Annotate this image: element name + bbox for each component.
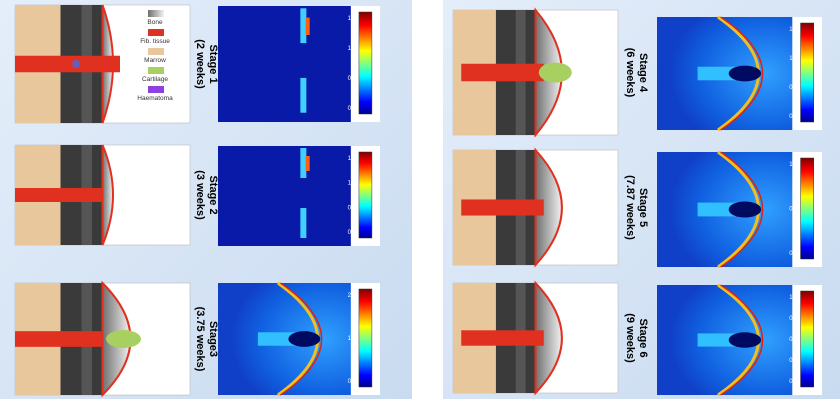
colorbar (800, 22, 814, 123)
fib-tissue (15, 55, 120, 73)
stage-panel: Stage 5(7.87 weeks) 1.2 0.8 0.4 (452, 147, 822, 269)
stage-panel: Bone Fib. tissue Marrow Cartilage Haematoma S… (14, 4, 380, 124)
heatmap (218, 146, 351, 246)
fib-tissue (461, 330, 544, 346)
colorbar-tick-label: 1.5 (348, 336, 357, 342)
heatmap-hot (300, 77, 307, 113)
stage-time: (7.87 weeks) (624, 175, 636, 240)
legend-swatch (148, 10, 164, 17)
fib-tissue (15, 331, 103, 347)
stage-time: (3 weeks) (194, 170, 206, 220)
colorbar-tick-label: 1.4 (348, 156, 357, 162)
heatmap-hot (300, 208, 307, 238)
fib-tissue (461, 199, 544, 216)
colorbar-tick-label: 0.4 (789, 114, 798, 120)
colorbar-tick-label: 0.6 (789, 337, 798, 343)
colorbar-tick-label: 0.6 (348, 76, 357, 82)
stage-name: Stage 1 (207, 44, 219, 83)
colorbar-tick-label: 1.0 (348, 46, 357, 52)
legend-swatch (148, 86, 164, 93)
stage-label: Stage 1(2 weeks) (194, 39, 219, 89)
stage-time: (6 weeks) (624, 48, 636, 98)
heatmap (218, 6, 351, 122)
colorbar (358, 11, 373, 115)
content: Bone Fib. tissue Marrow Cartilage Haematoma S… (14, 4, 822, 398)
heatmap-hot (305, 17, 310, 35)
colorbar-tick-label: 0.6 (348, 205, 357, 211)
legend-label: Cartilage (142, 76, 168, 83)
stage-name: Stage 4 (637, 53, 649, 93)
legend-label: Bone (147, 19, 163, 26)
cartilage (538, 62, 572, 83)
colorbar (358, 288, 373, 388)
colorbar-tick-label: 1.2 (789, 56, 798, 62)
fib-tissue (15, 188, 103, 202)
colorbar-tick-label: 1.0 (348, 181, 357, 187)
callus (101, 144, 114, 246)
colorbar (800, 157, 814, 260)
haematoma (72, 60, 81, 68)
cartilage (106, 330, 141, 348)
stage-name: Stage 5 (637, 188, 649, 227)
callus (534, 147, 563, 268)
colorbar-tick-label: 0.2 (348, 230, 357, 236)
heatmap-edge-outer (280, 282, 323, 396)
legend-swatch (148, 48, 164, 55)
stage-label: Stage 4(6 weeks) (624, 48, 649, 98)
colorbar-tick-label: 0.8 (789, 207, 798, 213)
stage-label: Stage3(3.75 weeks) (194, 307, 219, 372)
colorbar (358, 151, 373, 239)
colorbar-tick-label: 1.0 (789, 295, 798, 301)
stage-panel: Stage 2(3 weeks) 1.4 1.0 0.6 0.2 (14, 144, 380, 246)
heatmap-hot (300, 148, 307, 178)
heatmap-edge-outer (720, 16, 764, 131)
colorbar-tick-label: 1.6 (789, 27, 798, 33)
heatmap-void (288, 331, 321, 347)
colorbar-tick-label: 2.5 (348, 293, 357, 299)
colorbar-tick-label: 0.8 (789, 316, 798, 322)
fib-tissue (461, 63, 544, 82)
stage-time: (2 weeks) (194, 39, 206, 89)
legend-label: Haematoma (137, 95, 173, 102)
legend-swatch (148, 67, 164, 74)
heatmap-hot (300, 8, 307, 44)
stage-name: Stage3 (207, 321, 219, 357)
colorbar-tick-label: 0.2 (348, 106, 357, 112)
stage-panel: Stage3(3.75 weeks) 2.5 1.5 0.5 (14, 280, 380, 398)
colorbar-tick-label: 1.2 (789, 162, 798, 168)
colorbar-tick-label: 0.8 (789, 85, 798, 91)
legend-label: Fib. tissue (140, 38, 170, 45)
stage-name: Stage 6 (637, 318, 649, 357)
colorbar-tick-label: 0.4 (789, 358, 798, 364)
colorbar (800, 290, 814, 388)
colorbar-tick-label: 0.4 (789, 251, 798, 257)
heatmap-hot (305, 156, 310, 171)
heatmap-void (728, 332, 762, 348)
colorbar-tick-label: 0.5 (348, 379, 357, 385)
stage-name: Stage 2 (207, 175, 219, 214)
legend-label: Marrow (144, 57, 166, 64)
callus (534, 280, 563, 396)
heatmap-void (728, 65, 762, 82)
stage-panel: Stage 6(9 weeks) 1.0 0.8 0.6 0.4 0.2 (452, 280, 822, 397)
stage-time: (3.75 weeks) (194, 307, 206, 372)
stage-label: Stage 6(9 weeks) (624, 313, 649, 363)
stage-label: Stage 5(7.87 weeks) (624, 175, 649, 240)
heatmap-edge-outer (720, 151, 764, 268)
colorbar-tick-label: 1.4 (348, 16, 357, 22)
colorbar-tick-label: 0.2 (789, 379, 798, 385)
heatmap-void (728, 201, 762, 218)
heatmap-edge-outer (720, 284, 764, 396)
stage-label: Stage 2(3 weeks) (194, 170, 219, 220)
stage-time: (9 weeks) (624, 313, 636, 363)
legend-swatch (148, 29, 164, 36)
stage-panel: Stage 4(6 weeks) 1.6 1.2 0.8 0.4 (452, 7, 822, 138)
